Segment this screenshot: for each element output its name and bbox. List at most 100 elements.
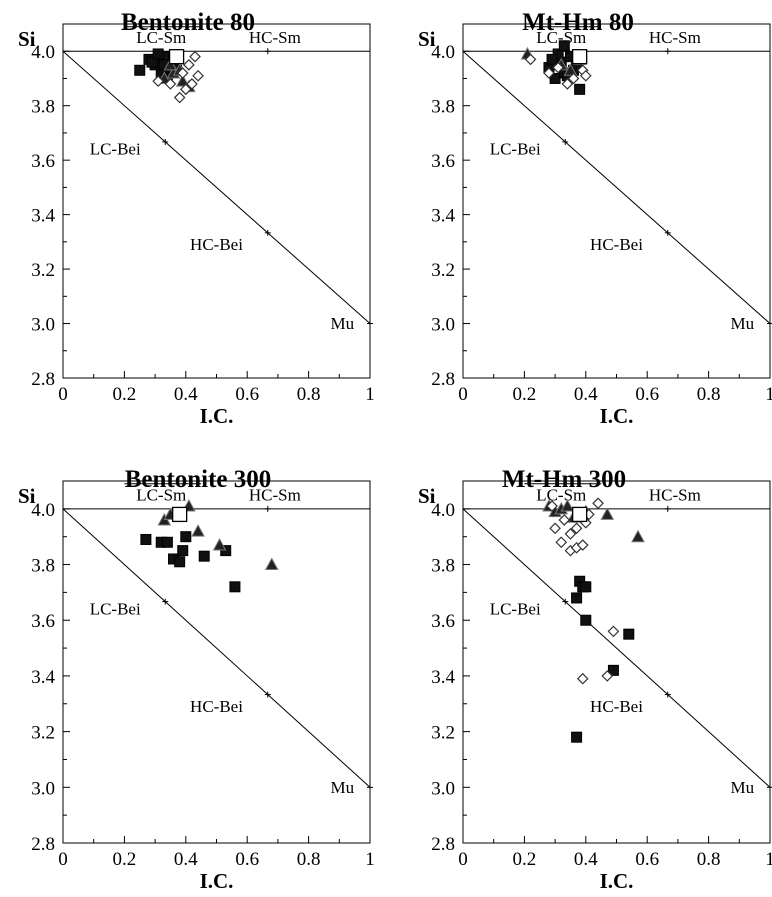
data-point-filled-square <box>140 533 152 545</box>
x-tick-label: 0 <box>458 384 468 405</box>
y-tick-label: 3.2 <box>31 260 55 281</box>
x-tick-label: 0.2 <box>513 384 537 405</box>
data-point-filled-square <box>177 545 189 557</box>
data-point-filled-square <box>198 550 210 562</box>
x-axis-label: I.C. <box>600 404 634 428</box>
y-axis-label: Si <box>18 484 36 508</box>
data-point-filled-triangle <box>212 538 227 551</box>
beidellite-muscovite-line <box>462 50 771 324</box>
y-tick-label: 3.8 <box>431 97 455 118</box>
y-tick-label: 4.0 <box>31 500 55 521</box>
beidellite-muscovite-line <box>62 50 371 324</box>
data-point-open-diamond <box>192 69 204 82</box>
y-tick-label: 3.6 <box>31 151 55 172</box>
data-point-filled-square <box>580 614 592 626</box>
y-tick-label: 2.8 <box>31 369 55 390</box>
y-tick-label: 3.4 <box>31 667 55 688</box>
region-label: HC-Bei <box>590 697 643 716</box>
data-point-filled-square <box>229 581 241 593</box>
data-point-open-diamond <box>579 69 592 82</box>
data-point-open-diamond <box>189 50 201 63</box>
plot-frame <box>62 23 371 379</box>
data-point-open-diamond <box>576 672 589 685</box>
data-point-filled-triangle <box>175 74 190 87</box>
x-tick-label: 0 <box>58 384 68 405</box>
region-label: HC-Sm <box>249 28 301 47</box>
y-tick-label: 3.8 <box>31 97 55 118</box>
data-point-filled-square <box>180 531 192 543</box>
x-tick-label: 0 <box>458 849 468 870</box>
plot-frame <box>462 480 771 844</box>
data-point-filled-square <box>146 56 158 68</box>
data-point-open-diamond <box>543 67 555 79</box>
data-point-filled-square <box>623 628 635 640</box>
region-label: LC-Sm <box>136 485 186 504</box>
y-tick-label: 4.0 <box>31 42 55 63</box>
region-label: HC-Bei <box>190 235 243 254</box>
y-tick-label: 3.2 <box>431 723 455 744</box>
y-tick-label: 3.6 <box>431 611 455 632</box>
data-point-open-diamond <box>176 67 189 79</box>
data-point-open-diamond <box>152 75 165 88</box>
y-tick-label: 3.4 <box>431 206 455 227</box>
region-label: Mu <box>731 314 755 333</box>
data-point-filled-triangle <box>631 529 645 543</box>
data-point-filled-square <box>571 592 583 604</box>
data-point-filled-triangle <box>191 524 205 537</box>
x-tick-label: 1 <box>765 849 772 870</box>
data-point-open-diamond <box>592 497 604 510</box>
x-axis-label: I.C. <box>200 404 234 428</box>
data-point-open-diamond <box>576 539 589 551</box>
region-label: HC-Sm <box>649 485 701 504</box>
x-tick-label: 0.4 <box>174 849 198 870</box>
panel-title: Bentonite 300 <box>125 466 272 493</box>
x-tick-label: 0.8 <box>697 849 721 870</box>
x-tick-label: 1 <box>365 849 375 870</box>
region-label: LC-Bei <box>490 600 541 619</box>
panel-title: Bentonite 80 <box>121 9 255 36</box>
data-point-open-diamond <box>552 61 565 74</box>
data-point-filled-triangle <box>163 57 178 71</box>
data-point-open-diamond <box>601 670 614 682</box>
x-tick-label: 0.8 <box>297 849 321 870</box>
data-point-open-diamond <box>183 58 195 71</box>
y-tick-label: 3.8 <box>31 556 55 577</box>
x-tick-label: 0.6 <box>635 384 659 405</box>
data-point-filled-square <box>220 545 232 557</box>
y-tick-label: 3.8 <box>431 556 455 577</box>
y-axis-label: Si <box>418 27 436 51</box>
data-point-open-square <box>572 506 588 523</box>
region-label: LC-Bei <box>90 140 141 159</box>
y-tick-label: 2.8 <box>431 369 455 390</box>
data-point-filled-square <box>580 581 592 593</box>
panel-title: Mt-Hm 300 <box>502 466 626 493</box>
x-tick-label: 0 <box>58 849 68 870</box>
data-point-filled-square <box>571 731 583 743</box>
x-tick-label: 0.4 <box>174 384 198 405</box>
y-axis-label: Si <box>418 484 436 508</box>
data-point-filled-square <box>152 48 164 60</box>
x-axis-label: I.C. <box>200 869 234 893</box>
data-point-open-diamond <box>564 528 577 540</box>
region-label: LC-Sm <box>136 28 186 47</box>
x-axis-label: I.C. <box>600 869 634 893</box>
y-tick-label: 3.6 <box>31 611 55 632</box>
region-label: Mu <box>331 314 355 333</box>
x-tick-label: 0.6 <box>235 384 259 405</box>
panel-3: Bentonite 300 Si I.C. 2.8 3.0 3.2 3.4 3.6 3.8 4.0… <box>18 466 375 893</box>
data-point-filled-triangle <box>560 499 575 512</box>
data-point-filled-triangle <box>264 557 279 571</box>
plot-frame <box>62 480 371 844</box>
data-point-open-square <box>172 506 188 523</box>
region-label: LC-Sm <box>536 28 586 47</box>
x-tick-label: 1 <box>765 384 772 405</box>
x-tick-label: 1 <box>365 384 375 405</box>
y-axis-label: Si <box>18 27 36 51</box>
data-point-open-diamond <box>607 625 620 638</box>
y-tick-label: 3.2 <box>431 260 455 281</box>
region-label: LC-Bei <box>90 600 141 619</box>
data-point-open-diamond <box>186 78 198 90</box>
data-point-open-diamond <box>179 83 192 96</box>
y-tick-label: 2.8 <box>431 834 455 855</box>
